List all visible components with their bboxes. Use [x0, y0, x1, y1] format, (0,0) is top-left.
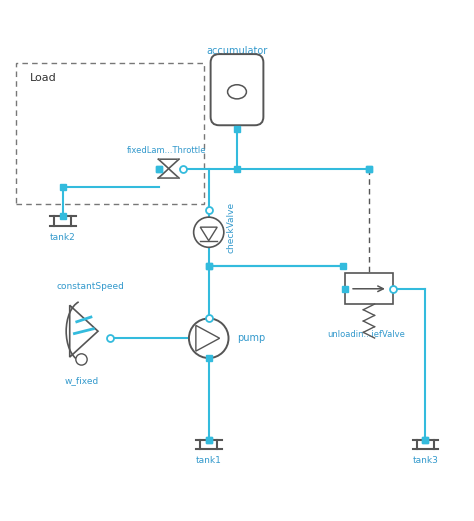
- Polygon shape: [70, 305, 98, 357]
- Ellipse shape: [228, 85, 246, 99]
- Text: tank3: tank3: [412, 456, 438, 465]
- Text: constantSpeed: constantSpeed: [57, 282, 125, 291]
- Circle shape: [189, 318, 228, 358]
- Circle shape: [194, 217, 224, 247]
- Circle shape: [76, 354, 87, 365]
- Text: Load: Load: [30, 73, 56, 83]
- FancyBboxPatch shape: [210, 54, 264, 125]
- Text: fixedLam...Throttle: fixedLam...Throttle: [127, 146, 206, 155]
- Text: pump: pump: [237, 333, 265, 343]
- Text: tank1: tank1: [196, 456, 222, 465]
- Polygon shape: [196, 326, 219, 351]
- Polygon shape: [200, 227, 217, 241]
- Bar: [346, 274, 392, 304]
- Text: checkValve: checkValve: [227, 202, 236, 253]
- Text: unloadin...iefValve: unloadin...iefValve: [328, 330, 406, 339]
- Text: accumulator: accumulator: [206, 45, 268, 56]
- Polygon shape: [158, 159, 169, 178]
- Polygon shape: [169, 159, 179, 178]
- Text: tank2: tank2: [50, 233, 75, 242]
- Text: w_fixed: w_fixed: [64, 376, 99, 385]
